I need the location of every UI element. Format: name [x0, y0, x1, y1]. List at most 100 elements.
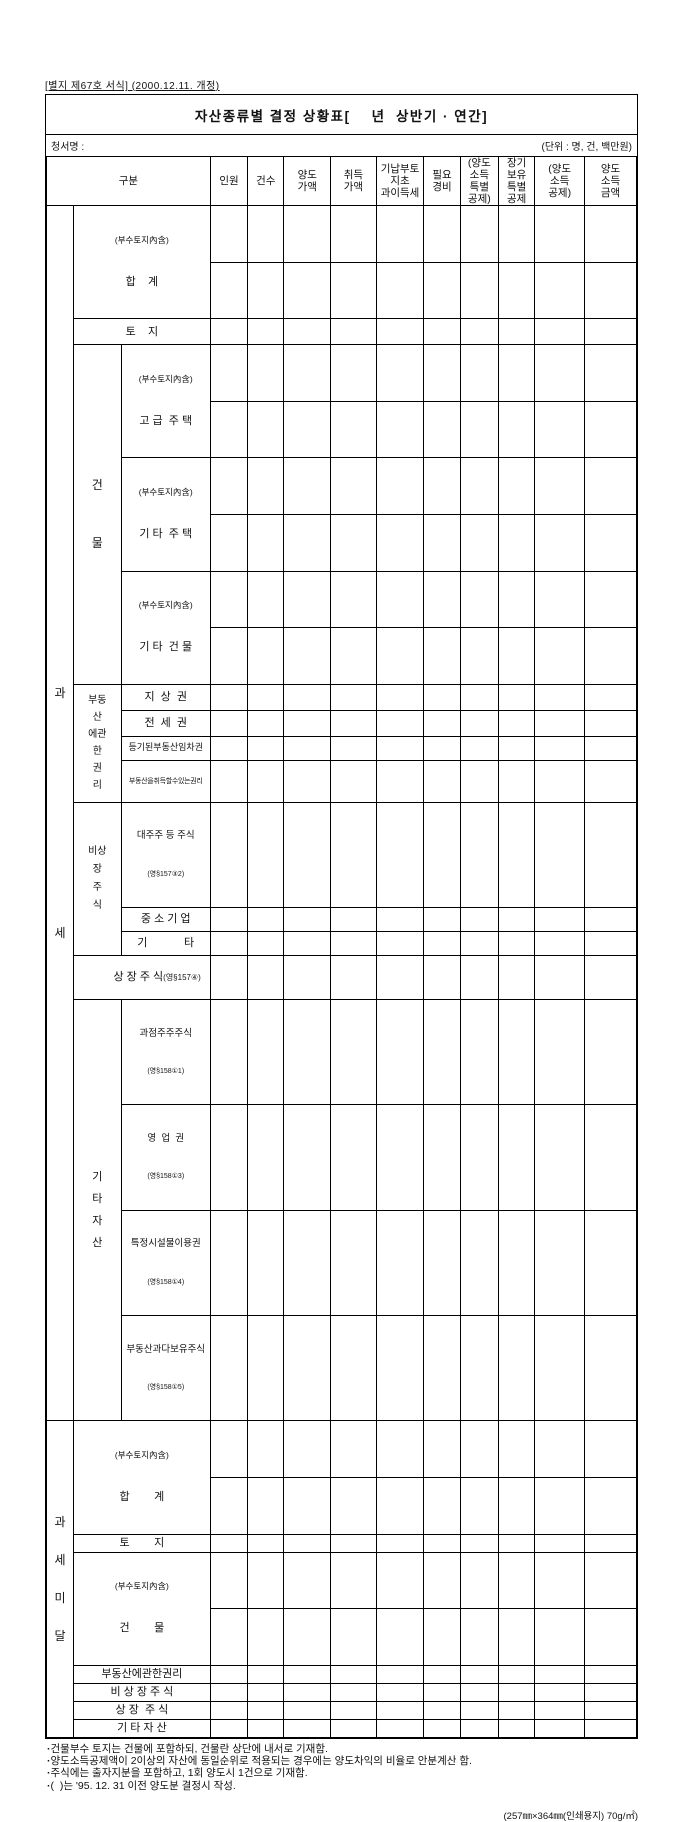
data-cell [584, 931, 637, 957]
data-cell [459, 513, 500, 572]
data-cell [498, 570, 536, 629]
data-cell [498, 1533, 536, 1553]
data-cell [375, 570, 425, 629]
data-cell [330, 1477, 377, 1535]
data-cell [423, 261, 461, 320]
data-cell [375, 1608, 425, 1666]
data-cell [209, 1420, 249, 1479]
data-cell [375, 955, 425, 1000]
data-cell [534, 1682, 586, 1702]
table-row: 비 상 장 주 식 [47, 1682, 637, 1702]
data-cell [534, 735, 586, 761]
footnote: 양도소득공제액이 2이상의 자산에 동일순위로 적용되는 경우에는 양도차익의 … [47, 1755, 638, 1767]
data-cell [423, 1315, 461, 1422]
data-cell [498, 931, 536, 957]
data-cell [283, 1533, 332, 1553]
data-cell [330, 1315, 377, 1422]
row-label-major-shareholder: 대주주 등 주식 (영§157③2) [120, 801, 211, 909]
col-header-special-deduction-paren: (양도 소득 특별 공제) [459, 155, 500, 207]
row-label-facility-right-name: 특정시설물이용권 [130, 1238, 201, 1250]
col-header-transfer-value: 양도 가액 [283, 155, 332, 207]
data-cell [584, 1104, 637, 1211]
table-row: 상 장 주 식 [47, 1700, 637, 1720]
row-label-facility-right: 특정시설물이용권 (영§158①4) [120, 1209, 211, 1317]
data-cell [283, 759, 332, 803]
data-cell [534, 1551, 586, 1610]
data-cell [584, 344, 637, 402]
data-cell [375, 627, 425, 685]
data-cell [498, 1209, 536, 1317]
data-cell [247, 513, 285, 572]
data-cell [375, 1682, 425, 1702]
col-header-prepaid-land-tax: 기납부토 지초 과이득세 [375, 155, 425, 207]
col-header-income-deduction-paren: (양도 소득 공제) [534, 155, 586, 207]
table-row: 건 물 (부수토지內含) 고 급 주 택 [47, 344, 637, 685]
data-cell [283, 205, 332, 263]
data-cell [423, 683, 461, 711]
row-label-other-house: (부수토지內含) 기 타 주 택 [120, 457, 211, 572]
data-cell [330, 1608, 377, 1666]
row-label-listed-stock-ref: (영§157④) [163, 973, 201, 983]
row-label-ut-total-name: 합 계 [119, 1491, 165, 1504]
data-cell [534, 344, 586, 402]
data-cell [534, 1608, 586, 1666]
data-cell [498, 759, 536, 803]
row-label-listed-stock: 상 장 주 식(영§157④) [72, 955, 211, 1000]
data-cell [330, 1551, 377, 1610]
table-row: 과 세 미 달 (부수토지內含) 합 계 [46, 1420, 637, 1738]
data-cell [247, 457, 285, 515]
data-cell [423, 1104, 461, 1211]
data-cell [283, 1664, 332, 1684]
data-cell [459, 683, 500, 711]
data-cell [283, 931, 332, 957]
data-cell [423, 735, 461, 761]
data-cell [423, 955, 461, 1000]
data-cell [283, 627, 332, 685]
data-cell [209, 1209, 249, 1317]
data-cell [459, 998, 500, 1106]
data-cell [423, 457, 461, 515]
data-cell [283, 1700, 332, 1720]
footnotes: 건물부수 토지는 건물에 포함하되, 건물란 상단에 내서로 기재함. 양도소득… [47, 1743, 638, 1793]
row-label-total-name: 합 계 [125, 275, 159, 288]
col-header-acquisition-value: 취득 가액 [330, 155, 377, 207]
data-cell [375, 318, 425, 346]
status-table: 구분 인원 건수 양도 가액 취득 가액 기납부토 지초 과이득세 필요 경비 … [46, 155, 637, 1738]
data-cell [247, 1315, 285, 1422]
data-cell [209, 513, 249, 572]
data-cell [247, 1104, 285, 1211]
data-cell [247, 1477, 285, 1535]
row-label-luxury-house: (부수토지內含) 고 급 주 택 [120, 344, 211, 459]
data-cell [375, 759, 425, 803]
data-cell [423, 318, 461, 346]
row-label-etc: 기 타 [120, 931, 211, 957]
row-label-other-building-paren: (부수토지內含) [138, 600, 193, 611]
data-cell [209, 759, 249, 803]
row-label-other-building-name: 기 타 건 물 [139, 641, 193, 654]
data-cell [209, 931, 249, 957]
data-cell [584, 683, 637, 711]
row-label-realty-heavy-stock-ref: (영§158①5) [147, 1384, 185, 1392]
data-cell [209, 998, 249, 1106]
data-cell [247, 955, 285, 1000]
data-cell [375, 998, 425, 1106]
data-cell [247, 1551, 285, 1610]
data-cell [423, 759, 461, 803]
data-cell [534, 205, 586, 263]
data-cell [330, 318, 377, 346]
data-cell [330, 1104, 377, 1211]
table-row: (부수토지內含) 기 타 건 물 [47, 570, 637, 685]
data-cell [498, 735, 536, 761]
data-cell [247, 205, 285, 263]
data-cell [283, 1477, 332, 1535]
data-cell [459, 1477, 500, 1535]
data-cell [209, 570, 249, 629]
group-label-realty-rights: 부동 산 에관 한 권 리 [72, 683, 122, 803]
data-cell [283, 400, 332, 459]
data-cell [209, 627, 249, 685]
data-cell [534, 709, 586, 737]
data-cell [534, 1104, 586, 1211]
data-cell [584, 513, 637, 572]
data-cell [459, 1608, 500, 1666]
row-label-ut-unlisted-stock: 비 상 장 주 식 [72, 1682, 211, 1702]
